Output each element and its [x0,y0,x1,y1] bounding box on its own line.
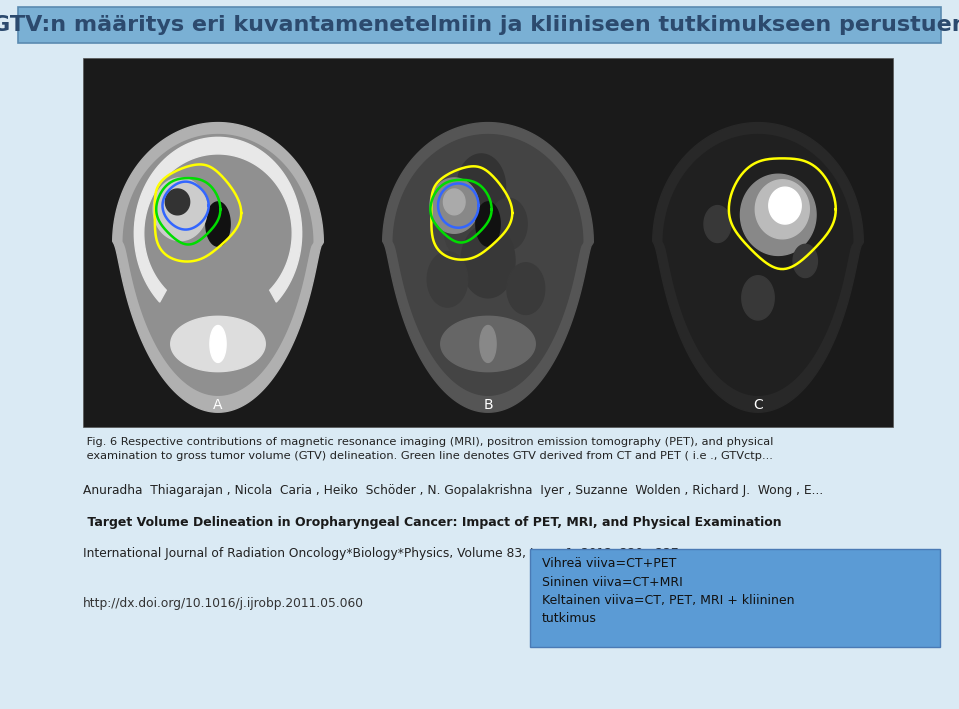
FancyBboxPatch shape [530,549,940,647]
Text: Target Volume Delineation in Oropharyngeal Cancer: Impact of PET, MRI, and Physi: Target Volume Delineation in Oropharynge… [83,516,782,529]
Polygon shape [134,138,302,302]
Text: examination to gross tumor volume (GTV) delineation. Green line denotes GTV deri: examination to gross tumor volume (GTV) … [83,451,773,461]
Text: Vihreä viiva=CT+PET
Sininen viiva=CT+MRI
Keltainen viiva=CT, PET, MRI + kliinine: Vihreä viiva=CT+PET Sininen viiva=CT+MRI… [542,557,794,625]
Polygon shape [793,245,817,277]
Polygon shape [210,325,226,362]
Polygon shape [480,325,496,362]
Polygon shape [769,187,801,224]
Polygon shape [393,135,583,395]
Text: Fig. 6 Respective contributions of magnetic resonance imaging (MRI), positron em: Fig. 6 Respective contributions of magne… [83,437,773,447]
Polygon shape [461,224,515,298]
Polygon shape [740,174,816,255]
Text: A: A [213,398,222,412]
Polygon shape [206,202,230,246]
Polygon shape [124,135,313,395]
Polygon shape [507,263,545,315]
Text: Anuradha  Thiagarajan , Nicola  Caria , Heiko  Schöder , N. Gopalakrishna  Iyer : Anuradha Thiagarajan , Nicola Caria , He… [83,484,823,497]
Polygon shape [443,189,465,215]
Text: C: C [753,398,762,412]
Bar [83,58,893,427]
FancyBboxPatch shape [18,7,941,43]
Text: B: B [483,398,493,412]
Polygon shape [113,123,323,412]
Polygon shape [165,189,190,215]
Text: International Journal of Radiation Oncology*Biology*Physics, Volume 83, Issue 1,: International Journal of Radiation Oncol… [83,547,679,560]
Polygon shape [441,316,535,372]
Polygon shape [456,154,505,220]
Polygon shape [171,316,266,372]
Polygon shape [476,202,501,246]
Polygon shape [653,123,863,412]
Polygon shape [153,178,207,240]
Polygon shape [428,252,468,307]
Polygon shape [704,206,731,242]
Polygon shape [489,199,527,250]
Polygon shape [430,178,479,233]
Polygon shape [742,276,774,320]
Text: http://dx.doi.org/10.1016/j.ijrobp.2011.05.060: http://dx.doi.org/10.1016/j.ijrobp.2011.… [83,597,364,610]
Polygon shape [383,123,594,412]
Polygon shape [445,211,478,255]
Text: GTV:n määritys eri kuvantamenetelmiin ja kliiniseen tutkimukseen perustuen: GTV:n määritys eri kuvantamenetelmiin ja… [0,15,959,35]
Polygon shape [756,180,809,239]
Polygon shape [664,135,853,395]
